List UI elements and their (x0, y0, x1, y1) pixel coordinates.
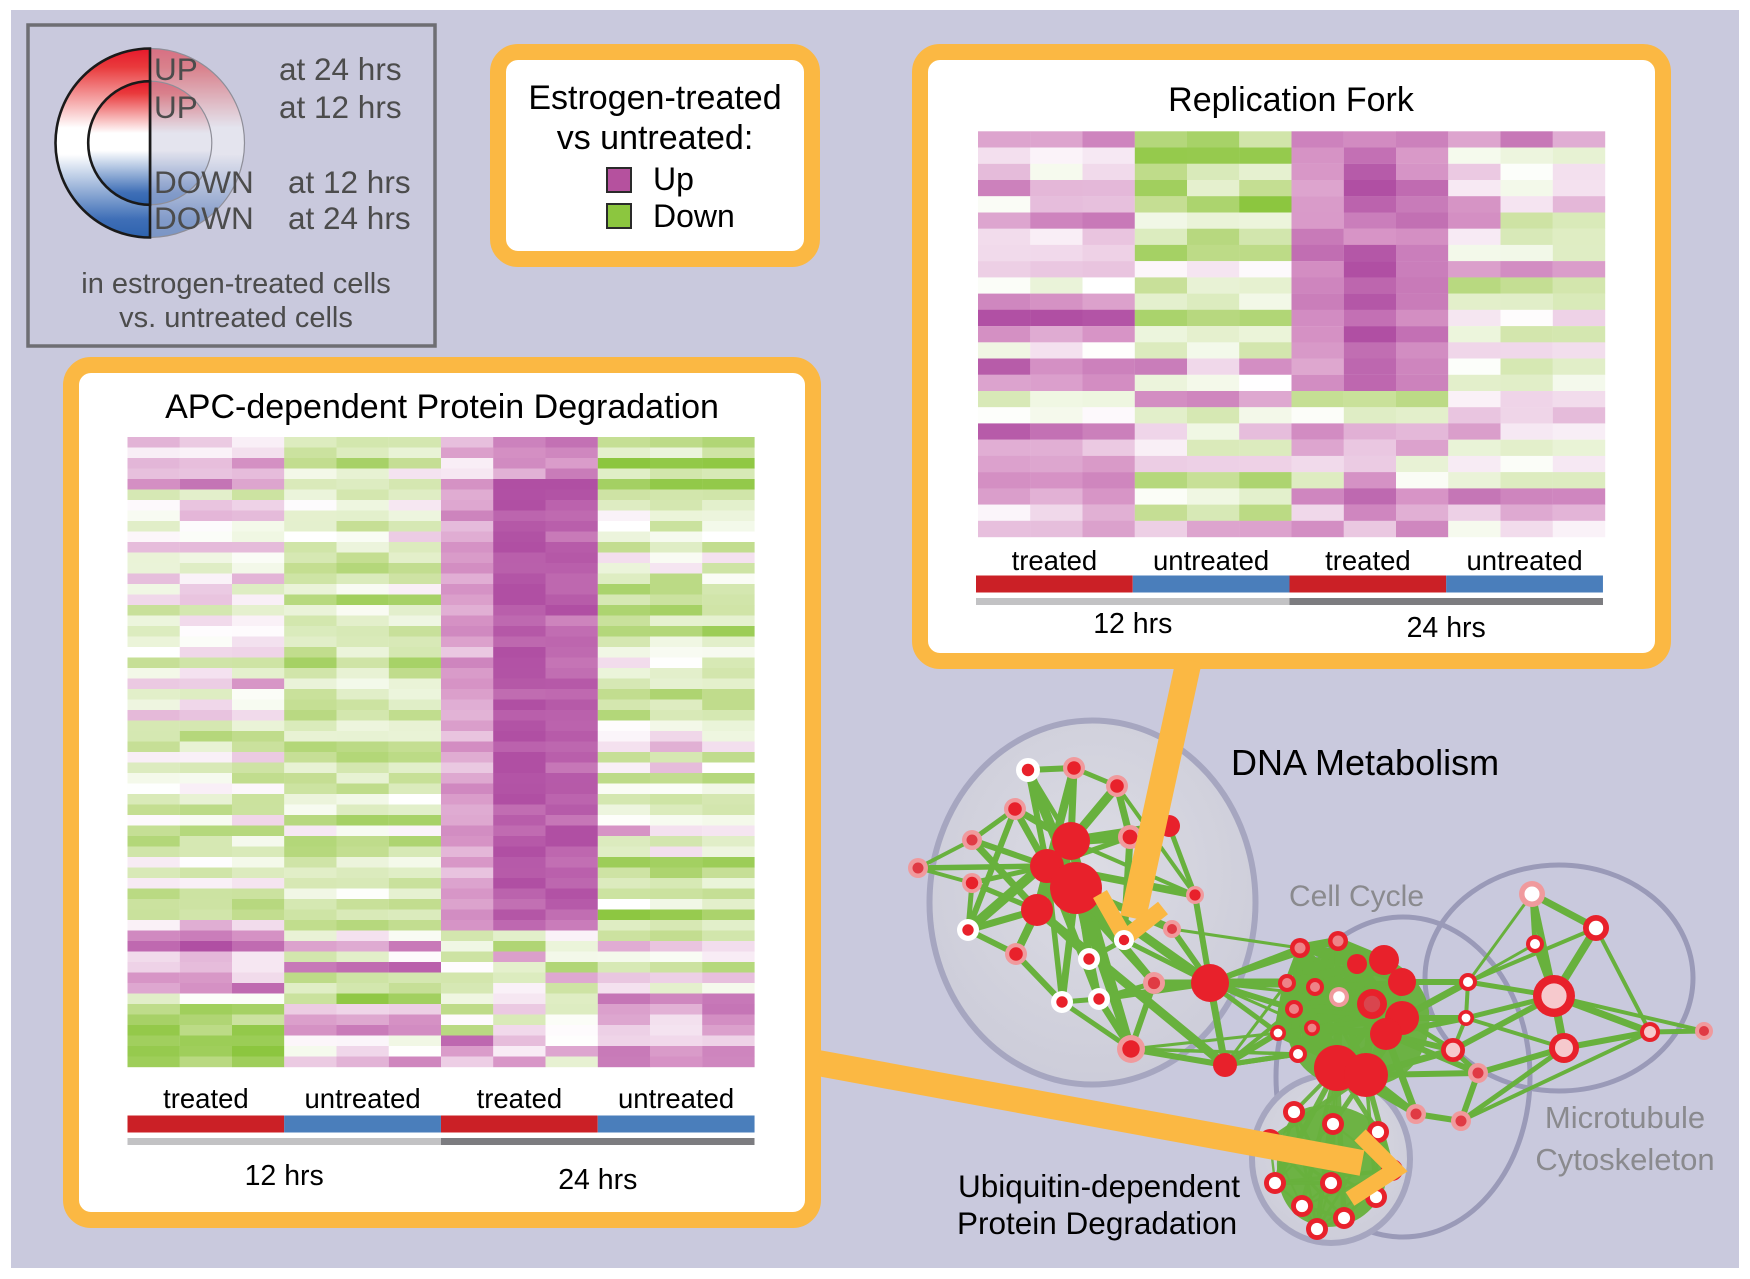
svg-text:DOWN: DOWN (154, 200, 254, 236)
svg-text:UP: UP (154, 89, 198, 125)
svg-text:Replication Fork: Replication Fork (1168, 81, 1415, 119)
svg-text:in estrogen-treated cells: in estrogen-treated cells (81, 268, 391, 300)
svg-text:Estrogen-treated: Estrogen-treated (528, 79, 781, 117)
svg-text:24 hrs: 24 hrs (1407, 612, 1486, 644)
svg-text:at 24 hrs: at 24 hrs (288, 200, 411, 236)
svg-text:Protein Degradation: Protein Degradation (957, 1205, 1237, 1241)
svg-text:12 hrs: 12 hrs (245, 1160, 324, 1192)
svg-text:vs. untreated cells: vs. untreated cells (119, 302, 353, 334)
svg-text:12 hrs: 12 hrs (1093, 608, 1172, 640)
svg-text:DOWN: DOWN (154, 164, 254, 200)
svg-text:untreated: untreated (1466, 545, 1582, 576)
svg-text:at 12 hrs: at 12 hrs (288, 164, 411, 200)
svg-text:UP: UP (154, 51, 198, 87)
svg-text:treated: treated (163, 1083, 249, 1114)
svg-text:Down: Down (653, 198, 735, 234)
svg-text:untreated: untreated (1153, 545, 1269, 576)
svg-text:Cell Cycle: Cell Cycle (1289, 880, 1424, 913)
svg-text:Cytoskeleton: Cytoskeleton (1535, 1142, 1714, 1177)
svg-text:vs untreated:: vs untreated: (557, 119, 754, 157)
svg-text:DNA Metabolism: DNA Metabolism (1231, 742, 1499, 783)
svg-text:untreated: untreated (304, 1083, 420, 1114)
svg-text:24 hrs: 24 hrs (558, 1164, 637, 1196)
svg-text:treated: treated (1325, 545, 1411, 576)
svg-text:at 24 hrs: at 24 hrs (279, 51, 402, 87)
svg-text:at 12 hrs: at 12 hrs (279, 89, 402, 125)
svg-text:Microtubule: Microtubule (1545, 1100, 1705, 1135)
svg-text:treated: treated (1012, 545, 1098, 576)
svg-text:Up: Up (653, 161, 694, 197)
svg-text:Ubiquitin-dependent: Ubiquitin-dependent (958, 1168, 1240, 1204)
svg-text:untreated: untreated (618, 1083, 734, 1114)
svg-text:APC-dependent Protein Degradat: APC-dependent Protein Degradation (165, 388, 719, 426)
svg-text:treated: treated (477, 1083, 563, 1114)
